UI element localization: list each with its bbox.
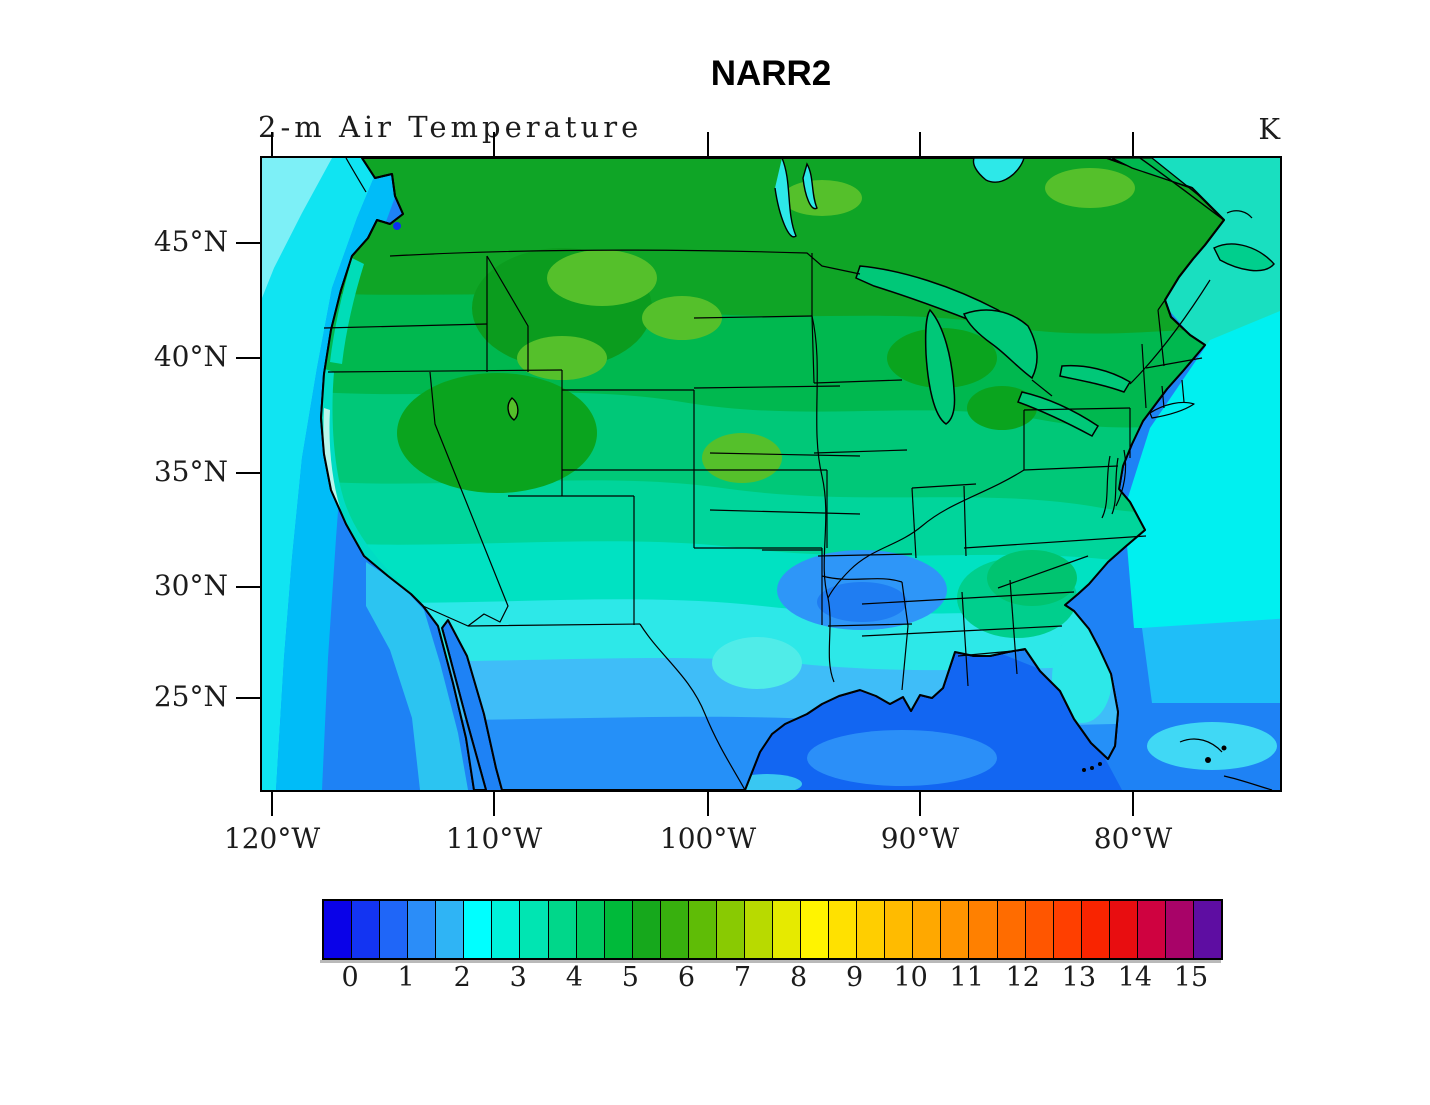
colorbar-cell: [1109, 901, 1138, 958]
lon-tick-label: 80°W: [1093, 822, 1173, 855]
colorbar-cell: [969, 901, 998, 958]
colorbar-tick-label: 10: [893, 962, 928, 993]
colorbar-cell: [464, 901, 493, 958]
lon-tick: [1132, 792, 1134, 816]
lon-tick-top: [271, 132, 273, 156]
lon-tick: [707, 792, 709, 816]
colorbar-cell: [576, 901, 605, 958]
lon-tick: [919, 792, 921, 816]
colorbar-cell: [997, 901, 1026, 958]
colorbar-cell: [492, 901, 521, 958]
lon-tick-label: 110°W: [445, 822, 543, 855]
lon-tick-top: [493, 132, 495, 156]
colorbar-tick-label: 15: [1173, 962, 1209, 993]
lat-tick-label: 40°N: [153, 340, 228, 374]
colorbar-cell: [716, 901, 745, 958]
figure-title: NARR2: [710, 54, 832, 93]
colorbar-cell: [604, 901, 633, 958]
lat-tick: [236, 472, 260, 474]
colorbar-tick-label: 1: [397, 962, 415, 993]
colorbar-tick-label: 11: [949, 962, 984, 993]
colorbar-cell: [1081, 901, 1110, 958]
colorbar-cell: [1193, 901, 1221, 958]
unit-label: K: [1258, 112, 1280, 146]
colorbar-tick-label: 7: [733, 962, 752, 993]
colorbar-cell: [688, 901, 717, 958]
colorbar-cell: [632, 901, 661, 958]
colorbar-tick-label: 2: [453, 962, 471, 993]
lat-tick: [236, 697, 260, 699]
colorbar-tick-label: 9: [846, 962, 864, 993]
colorbar-tick-label: 5: [621, 962, 639, 993]
lat-tick-label: 25°N: [153, 680, 228, 714]
lat-tick-label: 30°N: [153, 569, 228, 603]
lon-tick-top: [919, 132, 921, 156]
colorbar-cell: [1137, 901, 1166, 958]
colorbar: [322, 899, 1223, 960]
lon-tick-label: 120°W: [223, 822, 321, 855]
lon-tick: [493, 792, 495, 816]
map-frame: [260, 156, 1282, 792]
temperature-map: [262, 158, 1280, 790]
plot-subtitle: 2-m Air Temperature: [258, 110, 643, 144]
lat-tick: [236, 242, 260, 244]
colorbar-cell: [520, 901, 549, 958]
lon-tick-top: [1132, 132, 1134, 156]
colorbar-tick-label: 12: [1005, 962, 1040, 993]
colorbar-cell: [1165, 901, 1194, 958]
lat-tick: [236, 586, 260, 588]
lon-tick-label: 90°W: [880, 822, 960, 855]
colorbar-cell: [408, 901, 437, 958]
lat-tick-label: 45°N: [153, 225, 228, 259]
colorbar-cell: [324, 901, 353, 958]
colorbar-cell: [436, 901, 465, 958]
colorbar-cell: [744, 901, 773, 958]
colorbar-cell: [548, 901, 577, 958]
colorbar-cell: [773, 901, 802, 958]
colorbar-cell: [1053, 901, 1082, 958]
lat-tick: [236, 357, 260, 359]
colorbar-cell: [913, 901, 942, 958]
colorbar-tick-label: 14: [1117, 962, 1153, 993]
colorbar-cell: [801, 901, 830, 958]
colorbar-tick-label: 0: [341, 962, 359, 993]
colorbar-tick-label: 4: [565, 962, 583, 993]
lon-tick-label: 100°W: [659, 822, 757, 855]
colorbar-tick-label: 3: [509, 962, 527, 993]
colorbar-cell: [352, 901, 381, 958]
colorbar-cell: [829, 901, 858, 958]
lon-tick-top: [707, 132, 709, 156]
colorbar-cell: [1025, 901, 1054, 958]
colorbar-tick-label: 8: [789, 962, 808, 993]
colorbar-tick-label: 13: [1061, 962, 1097, 993]
colorbar-cell: [941, 901, 970, 958]
colorbar-tick-label: 6: [677, 962, 695, 993]
lat-tick-label: 35°N: [153, 455, 228, 489]
colorbar-cell: [857, 901, 886, 958]
colorbar-cell: [885, 901, 914, 958]
colorbar-cell: [660, 901, 689, 958]
colorbar-cell: [380, 901, 409, 958]
colorbar-shadow: [320, 960, 1221, 963]
lon-tick: [271, 792, 273, 816]
